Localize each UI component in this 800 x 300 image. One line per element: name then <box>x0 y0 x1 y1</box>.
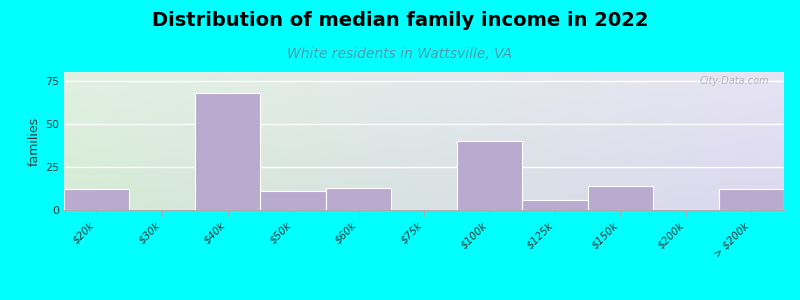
Bar <box>326 188 391 210</box>
Bar <box>195 93 260 210</box>
Bar <box>64 189 130 210</box>
Text: City-Data.com: City-Data.com <box>700 76 770 86</box>
Bar <box>457 141 522 210</box>
Bar <box>588 186 653 210</box>
Bar <box>718 189 784 210</box>
Bar <box>260 191 326 210</box>
Text: Distribution of median family income in 2022: Distribution of median family income in … <box>152 11 648 29</box>
Bar <box>522 200 588 210</box>
Text: White residents in Wattsville, VA: White residents in Wattsville, VA <box>287 46 513 61</box>
Y-axis label: families: families <box>28 116 41 166</box>
